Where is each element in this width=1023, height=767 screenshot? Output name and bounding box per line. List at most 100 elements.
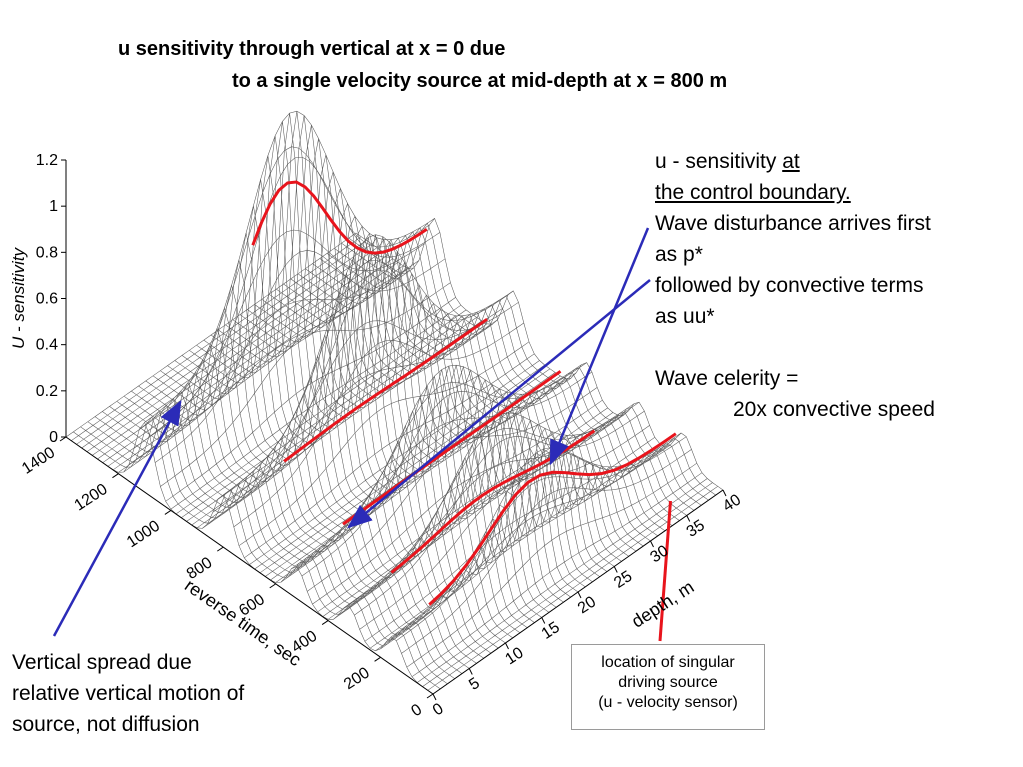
left-annotation-line-1: Vertical spread due [12, 651, 192, 674]
right-annotation-line-3: Wave disturbance arrives first [655, 212, 931, 235]
mesh-line-time [81, 243, 372, 449]
time-tick-mark [59, 436, 67, 442]
mesh-line-time [380, 444, 671, 650]
time-axis-line [65, 436, 434, 695]
mesh-line-time [139, 146, 430, 430]
mesh-line-time [312, 399, 603, 605]
mesh-line-time [249, 360, 540, 565]
depth-tick-mark [432, 693, 437, 701]
source-location-box: location of singular driving source (u -… [571, 644, 765, 730]
mesh-line-depth [225, 115, 593, 583]
time-tick-label: 0 [408, 701, 425, 720]
mesh-line-depth [232, 124, 600, 577]
right-annotation-line-5: followed by convective terms [655, 274, 924, 297]
mesh-line-time [364, 437, 655, 642]
mesh-line-time [327, 415, 619, 620]
left-annotation-line-3: source, not diffusion [12, 713, 200, 736]
depth-tick-mark [541, 617, 546, 624]
time-tick-label: 1400 [19, 444, 58, 478]
time-tick-mark [269, 583, 276, 589]
mesh-line-time [202, 324, 493, 529]
mesh-line-time [154, 250, 446, 463]
mesh-line-time [401, 449, 692, 654]
mesh-line-time [296, 362, 587, 567]
right-annotation-line-8: 20x convective speed [733, 398, 935, 421]
mesh-line-time [338, 410, 629, 616]
right-annotation-prefix: u - sensitivity [655, 150, 783, 173]
red-ridge-trace [283, 317, 488, 463]
depth-tick-label: 25 [611, 568, 635, 592]
mesh-line-time [76, 240, 367, 445]
time-tick-label: 1000 [124, 517, 163, 551]
mesh-line-depth [247, 154, 615, 567]
mesh-line-time [175, 309, 467, 515]
mesh-line-time [207, 319, 498, 525]
mesh-line-time [333, 415, 624, 620]
depth-tick-mark [650, 540, 654, 548]
mesh-line-time [291, 364, 582, 569]
right-annotation-line-4: as p* [655, 243, 703, 266]
z-tick-label: 0.6 [36, 291, 58, 308]
right-annotation-line-6: as uu* [655, 305, 715, 328]
depth-tick-mark [468, 668, 473, 675]
right-annotation: u - sensitivity at the control boundary.… [655, 146, 935, 425]
time-tick-mark [217, 546, 224, 552]
mesh-line-time [107, 262, 399, 467]
mesh-line-time [359, 425, 650, 630]
mesh-line-time [97, 254, 388, 460]
mesh-line-time [254, 364, 545, 570]
z-tick-label: 0 [49, 429, 58, 446]
chart-title-line-2: to a single velocity source at mid-depth… [232, 70, 728, 92]
mesh-line-time [123, 267, 414, 473]
time-tick-label: 1200 [71, 481, 110, 515]
z-tick-label: 0.8 [36, 244, 58, 261]
time-tick-label: 200 [341, 664, 373, 693]
z-tick-label: 0.4 [36, 337, 58, 354]
time-tick-mark [112, 473, 119, 479]
z-axis-title: U - sensitivity [9, 246, 28, 349]
right-annotation-underlined: at [782, 150, 800, 173]
right-annotation-spacer [655, 332, 935, 363]
mesh-line-time [144, 110, 435, 423]
depth-tick-label: 15 [539, 619, 563, 643]
source-location-line [658, 500, 672, 642]
mesh-line-time [170, 304, 462, 510]
mesh-line-time [417, 478, 708, 683]
mesh-line-time [134, 229, 425, 449]
z-tick-label: 0.2 [36, 383, 58, 400]
mesh-line-time [118, 268, 409, 473]
mesh-line-time [301, 371, 593, 577]
right-annotation-line-7: Wave celerity = [655, 367, 799, 390]
chart-axes [59, 159, 727, 701]
mesh-line-time [265, 372, 556, 577]
red-ridge-trace [428, 432, 677, 606]
z-tick-label: 1.2 [36, 152, 58, 169]
chart-title-line-1: u sensitivity through vertical at x = 0 … [118, 38, 506, 60]
mesh-line-time [160, 282, 451, 487]
time-tick-mark [164, 510, 172, 515]
depth-tick-mark [505, 642, 509, 650]
surface-mesh [65, 110, 724, 695]
mesh-line-time [270, 375, 561, 581]
mesh-line-time [275, 378, 566, 583]
time-tick-mark [374, 656, 381, 662]
mesh-line-time [186, 317, 477, 522]
depth-tick-label: 20 [575, 593, 599, 617]
mesh-line-time [422, 482, 713, 687]
depth-tick-label: 35 [684, 517, 708, 541]
depth-tick-label: 0 [430, 700, 447, 719]
mesh-line-time [86, 247, 378, 452]
right-annotation-line-1: u - sensitivity at [655, 146, 935, 177]
mesh-line-depth [218, 111, 586, 588]
mesh-line-time [196, 323, 488, 529]
source-box-line-1: location of singular [601, 654, 735, 671]
mesh-line-time [181, 313, 472, 518]
mesh-line-time [71, 236, 362, 441]
annotation-arrows [52, 227, 672, 642]
depth-tick-label: 40 [720, 491, 744, 515]
mesh-line-time [244, 353, 535, 559]
mesh-line-time [233, 322, 524, 528]
mesh-line-time [165, 297, 456, 502]
z-tick-label: 1 [49, 198, 58, 215]
